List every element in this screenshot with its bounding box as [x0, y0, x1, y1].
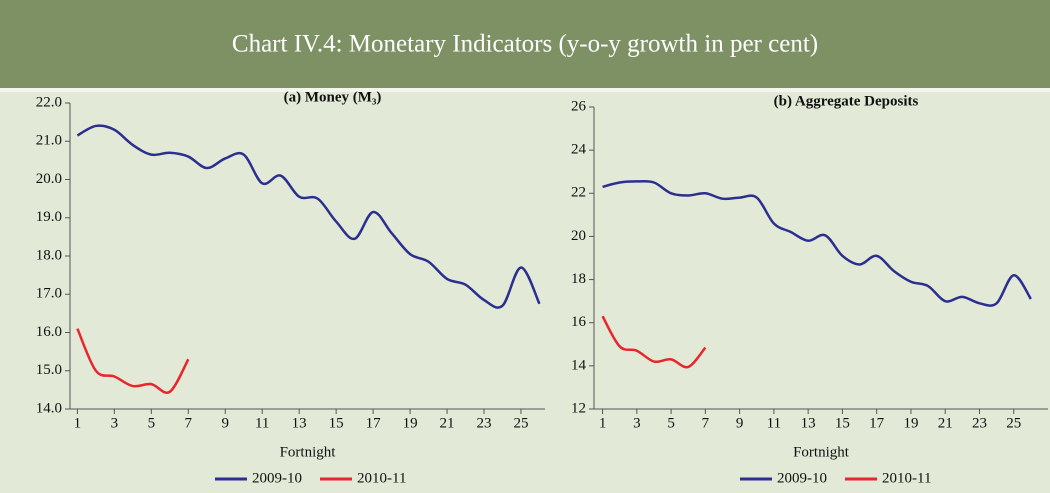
x-tick-label: 17 [869, 415, 885, 431]
x-tick-label: 21 [440, 415, 455, 431]
x-tick-label: 9 [222, 415, 230, 431]
x-tick-label: 13 [801, 415, 816, 431]
x-tick-label: 9 [736, 415, 744, 431]
x-tick-label: 17 [366, 415, 382, 431]
x-tick-label: 15 [835, 415, 850, 431]
x-tick-label: 5 [148, 415, 156, 431]
series-line [602, 179, 1032, 307]
legend-label: 2009-10 [777, 470, 827, 486]
x-tick-label: 1 [599, 415, 607, 431]
x-tick-label: 3 [111, 415, 119, 431]
y-tick-label: 18.0 [36, 247, 62, 263]
x-tick-label: 25 [513, 415, 528, 431]
y-tick-label: 22 [571, 185, 586, 201]
banner-rule [0, 88, 1050, 92]
legend-label: 2009-10 [252, 470, 302, 486]
series-line [76, 124, 541, 309]
x-tick-label: 23 [972, 415, 987, 431]
y-tick-label: 14 [571, 357, 587, 373]
x-tick-label: 11 [255, 415, 269, 431]
x-tick-label: 21 [938, 415, 953, 431]
x-tick-label: 13 [292, 415, 307, 431]
y-tick-label: 16 [571, 314, 587, 330]
x-tick-label: 5 [667, 415, 675, 431]
y-tick-label: 14.0 [36, 400, 62, 416]
y-tick-label: 18 [571, 271, 586, 287]
x-tick-label: 11 [767, 415, 781, 431]
x-tick-label: 23 [477, 415, 492, 431]
y-tick-label: 17.0 [36, 286, 62, 302]
x-tick-label: 19 [903, 415, 918, 431]
y-tick-label: 19.0 [36, 209, 62, 225]
x-tick-label: 7 [702, 415, 710, 431]
chart-title: (b) Aggregate Deposits [774, 93, 919, 109]
page-title: Chart IV.4: Monetary Indicators (y-o-y g… [232, 31, 818, 58]
y-tick-label: 20.0 [36, 171, 62, 187]
x-tick-label: 25 [1006, 415, 1021, 431]
series-line [601, 315, 707, 369]
y-tick-label: 20 [571, 228, 586, 244]
x-tick-label: 15 [329, 415, 344, 431]
series-line [76, 328, 190, 394]
legend-label: 2010-11 [882, 470, 931, 486]
chart-title: (a) Money (M₃) [284, 89, 382, 105]
y-tick-label: 26 [571, 98, 587, 114]
y-tick-label: 21.0 [36, 133, 62, 149]
title-banner [0, 0, 1050, 88]
x-axis-label: Fortnight [793, 444, 850, 460]
x-tick-label: 19 [403, 415, 418, 431]
x-tick-label: 3 [633, 415, 641, 431]
y-tick-label: 16.0 [36, 324, 62, 340]
y-tick-label: 12 [571, 400, 586, 416]
x-tick-label: 1 [74, 415, 82, 431]
y-tick-label: 15.0 [36, 362, 62, 378]
y-tick-label: 22.0 [36, 94, 62, 110]
y-tick-label: 24 [571, 142, 587, 158]
legend-label: 2010-11 [357, 470, 406, 486]
x-tick-label: 7 [185, 415, 193, 431]
x-axis-label: Fortnight [280, 444, 337, 460]
